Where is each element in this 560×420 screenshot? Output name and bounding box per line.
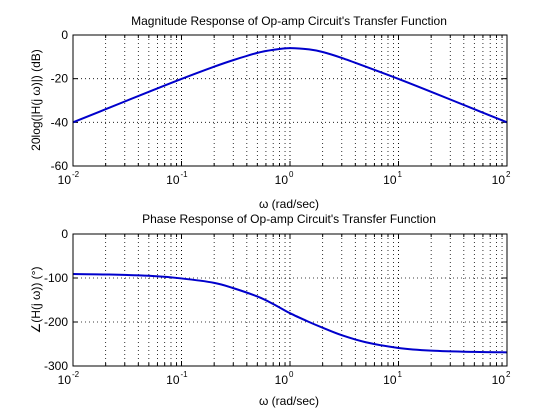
phase-x-tick-label: 10 0 [275,370,294,387]
phase-x-tick-base: 10 [166,373,180,387]
magnitude-x-tick-exponent: -2 [72,170,80,179]
phase-x-tick-labels: 10 -2 10 -1 10 0 10 1 10 2 [58,370,511,387]
magnitude-x-tick-base: 10 [383,173,397,187]
magnitude-axes-frame [72,34,508,167]
magnitude-x-tick-base: 10 [492,173,506,187]
phase-y-tick-label: -300 [44,359,68,373]
magnitude-x-tick-base: 10 [166,173,180,187]
magnitude-y-tick-label: -40 [51,115,69,129]
magnitude-x-tick-label: 10 -2 [58,170,80,187]
phase-x-tick-label: 10 -1 [166,370,188,387]
magnitude-x-tick-label: 10 2 [492,170,511,187]
magnitude-chart-title: Magnitude Response of Op-amp Circuit's T… [131,14,447,28]
magnitude-y-axis-label: 20log(|H(j ω)|) (dB) [29,49,43,151]
magnitude-ticks [73,34,507,167]
magnitude-chart: Magnitude Response of Op-amp Circuit's T… [29,14,511,211]
magnitude-x-tick-label: 10 -1 [166,170,188,187]
phase-x-tick-exponent: 0 [289,370,294,379]
magnitude-x-tick-base: 10 [58,173,72,187]
magnitude-x-tick-base: 10 [275,173,289,187]
phase-series-line [72,273,508,354]
phase-x-tick-base: 10 [275,373,289,387]
magnitude-y-tick-labels: 0 -20 -40 -60 [51,28,69,173]
phase-y-tick-label: 0 [61,227,68,241]
phase-y-tick-labels: 0 -100 -200 -300 [44,227,68,373]
magnitude-x-axis-label: ω (rad/sec) [259,197,319,211]
phase-chart: Phase Response of Op-amp Circuit's Trans… [29,212,511,408]
phase-chart-title: Phase Response of Op-amp Circuit's Trans… [142,212,436,226]
phase-grid [73,234,507,366]
magnitude-grid [73,35,507,166]
phase-x-tick-exponent: 2 [506,370,511,379]
magnitude-y-tick-label: -20 [51,72,69,86]
phase-x-tick-exponent: 1 [398,370,403,379]
magnitude-x-tick-exponent: 2 [506,170,511,179]
phase-x-axis-label: ω (rad/sec) [259,394,319,408]
phase-x-tick-label: 10 1 [383,370,402,387]
phase-x-tick-label: 10 2 [492,370,511,387]
magnitude-x-tick-label: 10 0 [275,170,294,187]
phase-x-tick-base: 10 [58,373,72,387]
phase-y-tick-label: -200 [44,315,68,329]
phase-axes-frame [72,233,508,367]
magnitude-y-tick-label: 0 [61,28,68,42]
phase-y-tick-label: -100 [44,271,68,285]
magnitude-y-tick-label: -60 [51,159,69,173]
phase-x-tick-base: 10 [492,373,506,387]
magnitude-series-line [72,47,508,124]
magnitude-x-tick-labels: 10 -2 10 -1 10 0 10 1 10 2 [58,170,511,187]
magnitude-x-tick-exponent: -1 [181,170,189,179]
phase-x-tick-exponent: -2 [72,370,80,379]
magnitude-x-tick-exponent: 1 [398,170,403,179]
magnitude-x-tick-exponent: 0 [289,170,294,179]
phase-x-tick-label: 10 -2 [58,370,80,387]
phase-x-tick-base: 10 [383,373,397,387]
magnitude-x-tick-label: 10 1 [383,170,402,187]
phase-y-axis-label: ∠(H(j ω)) (°) [29,267,43,334]
phase-x-tick-exponent: -1 [181,370,189,379]
